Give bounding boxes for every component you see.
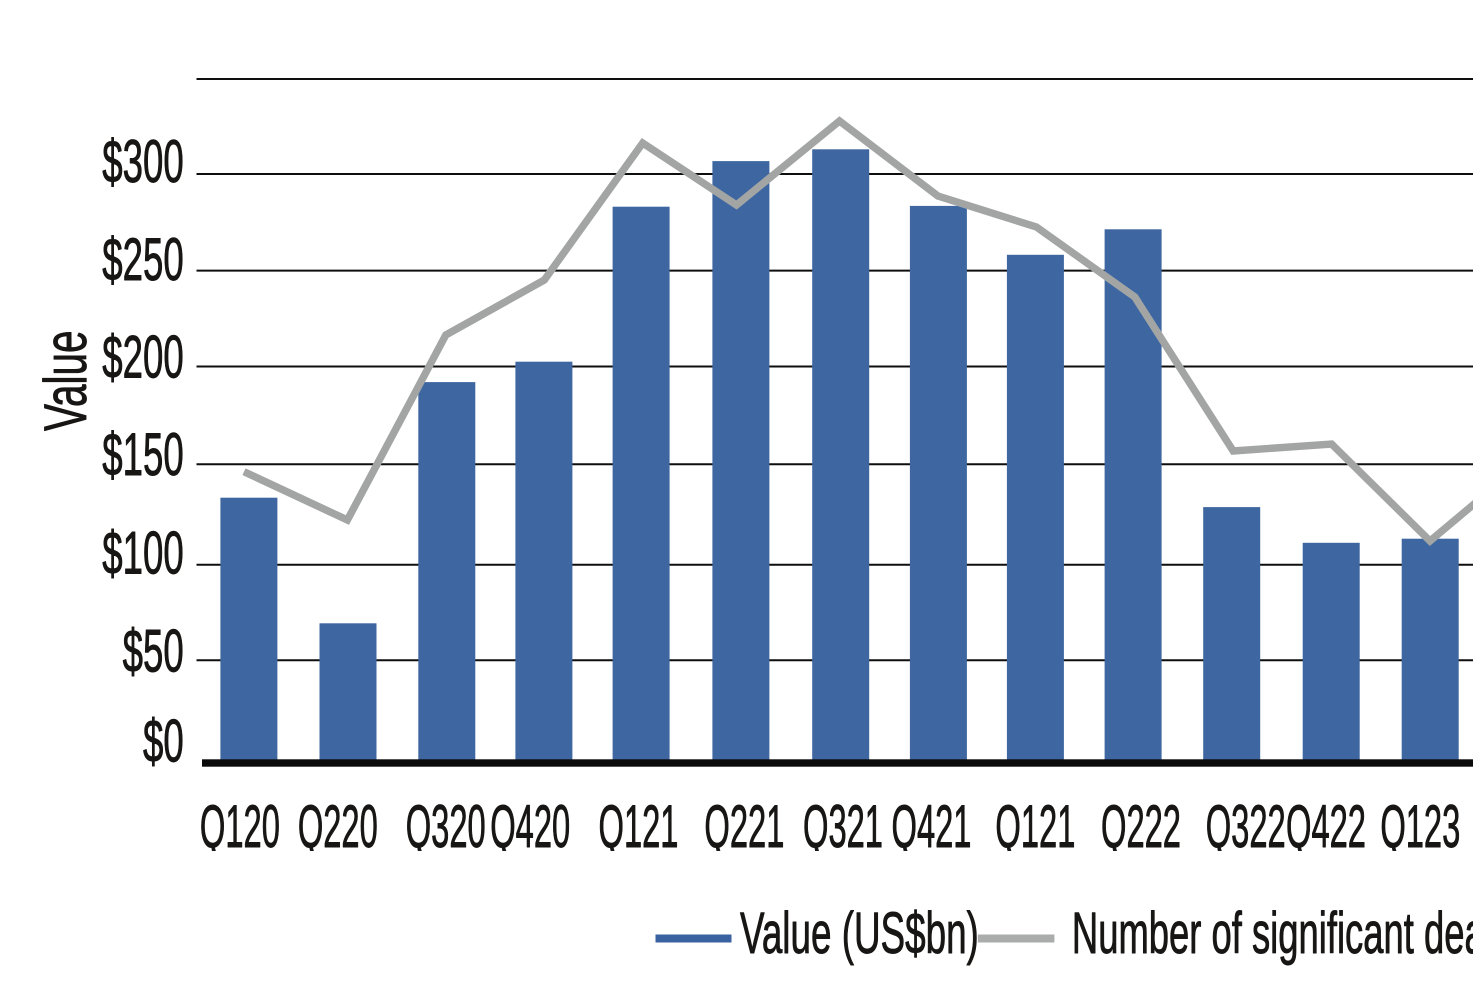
svg-text:$150: $150 [102, 420, 183, 488]
svg-text:Value (US$bn): Value (US$bn) [740, 902, 979, 966]
svg-text:Q121: Q121 [599, 794, 679, 861]
svg-text:$300: $300 [102, 128, 183, 196]
svg-text:Q123: Q123 [1380, 794, 1460, 861]
svg-text:Number of significant deals: Number of significant deals [1072, 901, 1473, 966]
svg-text:$100: $100 [102, 519, 183, 587]
svg-text:$250: $250 [102, 226, 183, 294]
svg-text:$200: $200 [102, 323, 183, 391]
svg-text:Q221: Q221 [704, 794, 784, 861]
svg-text:Q321: Q321 [803, 794, 883, 861]
svg-text:Q420: Q420 [490, 794, 570, 861]
svg-text:Q320: Q320 [406, 794, 486, 861]
svg-text:Q220: Q220 [298, 794, 378, 861]
svg-text:Q421: Q421 [892, 794, 972, 861]
svg-text:$50: $50 [123, 617, 184, 685]
svg-text:Value: Value [32, 330, 99, 431]
svg-text:Q322: Q322 [1206, 794, 1286, 861]
svg-text:Q121: Q121 [995, 794, 1075, 861]
svg-text:$0: $0 [143, 707, 184, 775]
svg-text:Q422: Q422 [1286, 794, 1366, 861]
svg-text:Q120: Q120 [200, 794, 280, 861]
svg-text:Q222: Q222 [1101, 794, 1181, 861]
